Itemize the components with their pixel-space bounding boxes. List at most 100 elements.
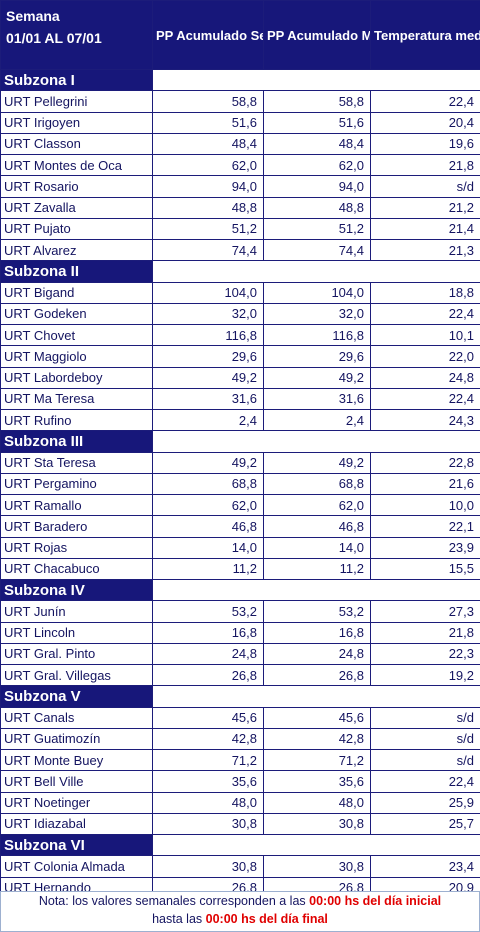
note-text: Nota: los valores semanales corresponden… [38,894,310,908]
value-cell: 21,8 [370,621,480,644]
value-cell: 10,1 [370,323,480,347]
station-name: URT Irigoyen [0,111,153,134]
value-cell: 116,8 [263,323,371,347]
value-cell: 22,4 [370,770,480,793]
value-cell: 22,1 [370,515,480,538]
value-cell: 21,3 [370,238,480,262]
station-name: URT Ramallo [0,493,153,517]
value-cell: 48,4 [152,132,264,156]
rainfall-table: Semana 01/01 AL 07/01 PP Acumulado Semana… [0,0,480,899]
value-cell: 62,0 [263,493,371,517]
station-row: URT Noetinger 48,0 48,0 25,9 [0,791,480,814]
station-name: URT Gral. Pinto [0,642,153,666]
station-name: URT Sta Teresa [0,451,153,474]
station-name: URT Colonia Almada [0,855,153,878]
station-row: URT Sta Teresa 49,2 49,2 22,8 [0,451,480,474]
week-cell: Semana 01/01 AL 07/01 [0,0,153,70]
column-header: PP Acumulado Semanal [152,0,264,70]
station-name: URT Classon [0,132,153,156]
column-header: PP Acumulado Mensual Enero [263,0,371,70]
value-cell: 51,2 [263,217,371,241]
blank-cell [152,430,480,453]
value-cell: 35,6 [152,770,264,793]
station-row: URT Chovet 116,8 116,8 10,1 [0,323,480,347]
station-name: URT Lincoln [0,621,153,644]
value-cell: 58,8 [263,90,371,113]
station-row: URT Godeken 32,0 32,0 22,4 [0,302,480,326]
value-cell: 29,6 [263,345,371,368]
value-cell: 104,0 [152,281,264,304]
value-cell: 2,4 [263,408,371,432]
station-name: URT Pellegrini [0,90,153,113]
station-name: URT Labordeboy [0,366,153,389]
value-cell: 24,8 [152,642,264,666]
value-cell: 30,8 [152,812,264,836]
station-row: URT Gral. Villegas 26,8 26,8 19,2 [0,663,480,687]
value-cell: 15,5 [370,557,480,581]
station-name: URT Rufino [0,408,153,432]
value-cell: 19,6 [370,132,480,156]
footnote: Nota: los valores semanales corresponden… [0,891,480,932]
station-row: URT Bell Ville 35,6 35,6 22,4 [0,770,480,793]
value-cell: 94,0 [263,175,371,198]
value-cell: 49,2 [263,366,371,389]
station-row: URT Chacabuco 11,2 11,2 15,5 [0,557,480,581]
value-cell: 116,8 [152,323,264,347]
value-cell: 24,3 [370,408,480,432]
subzone-name: Subzona I [0,68,153,92]
station-row: URT Pergamino 68,8 68,8 21,6 [0,472,480,496]
station-name: URT Ma Teresa [0,387,153,411]
value-cell: 46,8 [263,515,371,538]
value-cell: 24,8 [370,366,480,389]
station-name: URT Zavalla [0,196,153,219]
value-cell: 30,8 [152,855,264,878]
value-cell: 48,4 [263,132,371,156]
value-cell: 18,8 [370,281,480,304]
value-cell: 94,0 [152,175,264,198]
value-cell: 30,8 [263,855,371,878]
subzone-row: Subzona VI [0,833,480,857]
value-cell: 22,4 [370,387,480,411]
value-cell: 31,6 [152,387,264,411]
station-row: URT Baradero 46,8 46,8 22,1 [0,515,480,538]
value-cell: 62,0 [152,493,264,517]
station-row: URT Gral. Pinto 24,8 24,8 22,3 [0,642,480,666]
value-cell: 31,6 [263,387,371,411]
value-cell: 48,0 [152,791,264,814]
station-name: URT Noetinger [0,791,153,814]
station-name: URT Godeken [0,302,153,326]
value-cell: s/d [370,706,480,729]
value-cell: 45,6 [152,706,264,729]
subzone-name: Subzona IV [0,578,153,602]
station-row: URT Alvarez 74,4 74,4 21,3 [0,238,480,262]
station-name: URT Bigand [0,281,153,304]
subzone-name: Subzona VI [0,833,153,857]
blank-cell [152,260,480,283]
subzone-row: Subzona II [0,260,480,283]
value-cell: 19,2 [370,663,480,687]
station-name: URT Guatimozín [0,727,153,751]
value-cell: 21,6 [370,472,480,496]
value-cell: 32,0 [263,302,371,326]
station-row: URT Rufino 2,4 2,4 24,3 [0,408,480,432]
station-name: URT Baradero [0,515,153,538]
subzone-name: Subzona III [0,430,153,453]
value-cell: 62,0 [152,153,264,177]
station-row: URT Classon 48,4 48,4 19,6 [0,132,480,156]
value-cell: 68,8 [152,472,264,496]
value-cell: 25,9 [370,791,480,814]
value-cell: 26,8 [263,663,371,687]
station-row: URT Canals 45,6 45,6 s/d [0,706,480,729]
value-cell: 51,2 [152,217,264,241]
station-row: URT Pellegrini 58,8 58,8 22,4 [0,90,480,113]
station-row: URT Idiazabal 30,8 30,8 25,7 [0,812,480,836]
station-name: URT Chacabuco [0,557,153,581]
value-cell: 16,8 [152,621,264,644]
value-cell: 48,8 [152,196,264,219]
value-cell: 35,6 [263,770,371,793]
subzone-row: Subzona I [0,68,480,92]
station-name: URT Chovet [0,323,153,347]
value-cell: 49,2 [152,366,264,389]
value-cell: 16,8 [263,621,371,644]
value-cell: 29,6 [152,345,264,368]
